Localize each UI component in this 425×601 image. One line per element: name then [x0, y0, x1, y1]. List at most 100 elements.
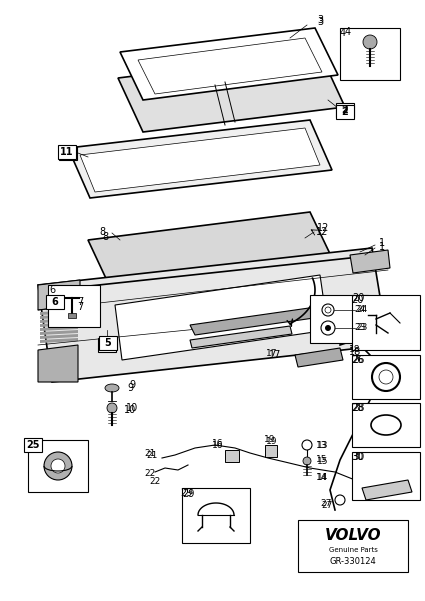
Polygon shape: [40, 334, 78, 339]
Text: 25: 25: [26, 440, 38, 450]
Text: 10: 10: [124, 405, 136, 415]
Circle shape: [303, 457, 311, 465]
Text: 12: 12: [316, 227, 328, 237]
Text: 13: 13: [317, 441, 329, 450]
Bar: [98, 338, 116, 352]
Text: 11: 11: [60, 147, 74, 157]
Text: 6: 6: [51, 297, 58, 307]
Polygon shape: [88, 212, 332, 287]
Text: 1: 1: [379, 238, 385, 248]
Text: 10: 10: [126, 403, 138, 413]
Text: GR-330124: GR-330124: [330, 557, 377, 566]
Polygon shape: [115, 275, 328, 360]
Text: 18: 18: [349, 347, 361, 357]
Text: 17: 17: [269, 350, 281, 360]
Polygon shape: [40, 322, 78, 327]
Bar: [336, 103, 354, 117]
Bar: [336, 105, 354, 119]
Polygon shape: [40, 326, 78, 331]
Polygon shape: [295, 348, 343, 367]
Text: 22: 22: [149, 478, 161, 486]
Polygon shape: [40, 338, 78, 343]
Text: 9: 9: [127, 383, 133, 393]
Text: 30: 30: [352, 452, 364, 462]
Circle shape: [51, 459, 65, 473]
Text: 7: 7: [77, 297, 83, 307]
Text: 28: 28: [352, 403, 364, 413]
Ellipse shape: [105, 384, 119, 392]
Bar: [24, 438, 42, 452]
Polygon shape: [350, 250, 390, 273]
Text: 18: 18: [349, 346, 361, 355]
Bar: [48, 285, 100, 327]
Text: 6: 6: [49, 285, 55, 295]
Bar: [310, 295, 368, 343]
Text: 19: 19: [266, 438, 278, 447]
Text: 7: 7: [77, 302, 83, 312]
Polygon shape: [190, 326, 292, 348]
Text: 14: 14: [316, 472, 328, 481]
Text: 14: 14: [317, 474, 329, 483]
Bar: [265, 445, 277, 457]
Text: 15: 15: [317, 457, 329, 466]
Polygon shape: [80, 128, 320, 192]
Text: 5: 5: [105, 338, 111, 348]
Text: 11: 11: [61, 148, 75, 158]
Polygon shape: [40, 310, 78, 315]
Bar: [352, 403, 420, 447]
Text: 19: 19: [264, 436, 276, 445]
Text: 21: 21: [144, 448, 156, 457]
Text: 3: 3: [317, 17, 323, 27]
Bar: [352, 295, 420, 350]
Text: 24: 24: [354, 305, 366, 314]
Polygon shape: [362, 480, 412, 500]
Text: 30: 30: [351, 452, 363, 462]
Text: 20: 20: [351, 295, 363, 305]
Text: 15: 15: [316, 454, 328, 463]
Polygon shape: [120, 28, 338, 100]
Text: VOLVO: VOLVO: [325, 528, 381, 543]
Text: 26: 26: [351, 355, 363, 365]
Polygon shape: [118, 53, 345, 132]
Polygon shape: [190, 305, 335, 335]
Text: 16: 16: [212, 442, 224, 451]
Polygon shape: [40, 330, 78, 335]
Polygon shape: [40, 318, 78, 323]
Text: 2: 2: [342, 107, 348, 117]
Text: 1: 1: [379, 242, 385, 252]
Text: 8: 8: [99, 227, 105, 237]
Polygon shape: [38, 345, 78, 382]
Text: Genuine Parts: Genuine Parts: [329, 547, 377, 553]
Text: 5: 5: [104, 340, 111, 350]
Polygon shape: [68, 313, 76, 318]
Circle shape: [379, 370, 393, 384]
Text: 9: 9: [129, 380, 135, 390]
Bar: [59, 146, 77, 160]
Bar: [182, 488, 250, 543]
Text: 4: 4: [345, 27, 351, 37]
Text: 4: 4: [340, 28, 346, 38]
Text: 16: 16: [212, 439, 224, 448]
Polygon shape: [38, 248, 388, 382]
Bar: [99, 336, 117, 350]
Text: 24: 24: [357, 305, 368, 314]
Bar: [298, 520, 408, 572]
Text: 23: 23: [354, 323, 366, 332]
Text: 27: 27: [320, 498, 332, 507]
Polygon shape: [38, 280, 80, 310]
Text: 20: 20: [352, 293, 364, 303]
Bar: [46, 295, 64, 309]
Bar: [58, 145, 76, 159]
Polygon shape: [138, 38, 322, 94]
Text: 27: 27: [321, 501, 333, 510]
Circle shape: [44, 452, 72, 480]
Text: 28: 28: [351, 403, 363, 413]
Bar: [225, 450, 239, 462]
Text: 17: 17: [266, 349, 278, 358]
Text: 29: 29: [182, 489, 194, 499]
Text: 2: 2: [342, 105, 348, 115]
Circle shape: [107, 403, 117, 413]
Circle shape: [363, 35, 377, 49]
Bar: [28, 440, 88, 492]
Polygon shape: [40, 314, 78, 319]
